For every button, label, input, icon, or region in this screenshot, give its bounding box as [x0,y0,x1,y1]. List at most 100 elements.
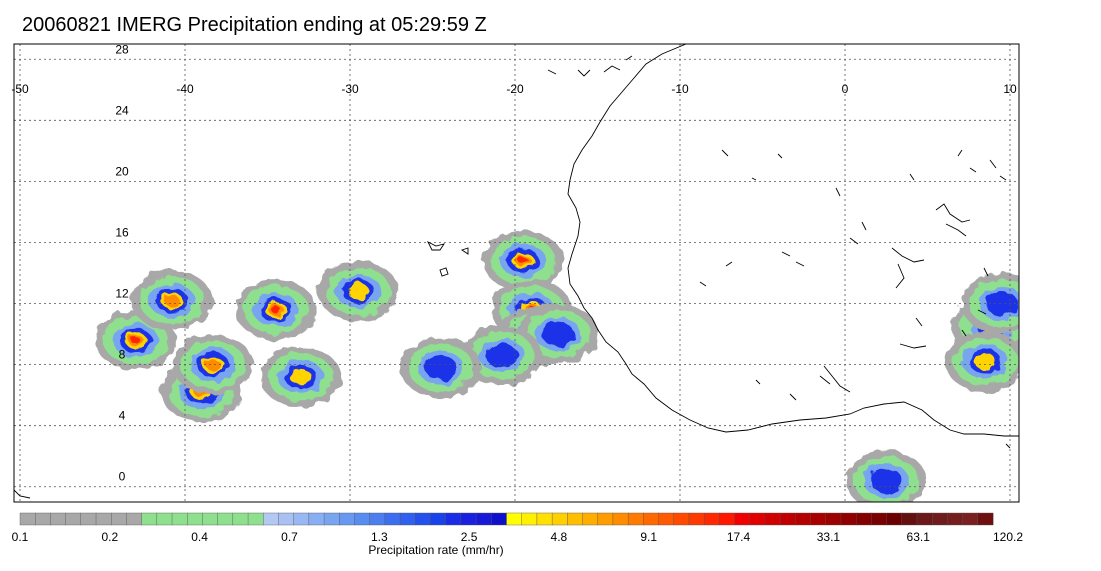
colorbar-swatch [415,512,431,526]
precip-cell [317,261,399,322]
colorbar-swatch [567,512,583,526]
precip-contour [347,283,370,300]
colorbar-swatch [840,512,857,526]
colorbar-swatch [202,512,219,526]
lon-tick-label: 0 [842,82,849,96]
map-title: 20060821 IMERG Precipitation ending at 0… [22,14,487,36]
inland-fragments [14,149,1011,499]
colorbar-swatch [673,512,690,526]
west-africa-coastline [567,44,1019,437]
precip-cell [260,346,341,407]
colorbar-swatch [947,512,963,526]
colorbar-swatch [232,512,249,526]
colorbar-swatch [719,512,735,526]
lat-tick-label: 24 [115,103,129,117]
precip-contour [289,368,312,385]
lat-tick-label: 16 [115,225,129,239]
longitude-tick-labels: -50 -40 -30 -20 -10 0 10 [11,82,1017,96]
colorbar-swatch [536,512,553,526]
colorbar-swatch [612,512,629,526]
colorbar-swatch [445,512,462,526]
colorbar-swatch [703,512,720,526]
colorbar-swatch [643,512,659,526]
colorbar-swatch [658,512,675,526]
colorbar-swatch [962,512,979,526]
colorbar-swatch [901,512,918,526]
river-lines-east [819,203,971,393]
precip-cell [400,337,482,398]
colorbar-swatch [749,512,766,526]
colorbar-tick-label: 0.2 [101,530,118,544]
colorbar-swatch [171,512,188,526]
colorbar-swatch [886,512,903,526]
colorbar-swatch [308,512,325,526]
colorbar-tick-labels: 0.1 0.2 0.4 0.7 1.3 2.5 4.8 9.1 17.4 33.1 63.1 120.… [12,530,1024,544]
colorbar-tick-label: 2.5 [461,530,478,544]
colorbar-swatch [582,512,599,526]
colorbar-swatch [354,512,371,526]
colorbar-swatch [916,512,933,526]
colorbar-swatch [855,512,872,526]
colorbar-swatch [825,512,842,526]
colorbar-swatch [187,512,203,526]
colorbar-swatch [810,512,827,526]
colorbar-swatch [764,512,781,526]
mediterranean-fragment [547,55,633,77]
colorbar-swatch [491,512,507,526]
colorbar-tick-label: 0.4 [191,530,208,544]
colorbar-swatch [521,512,538,526]
colorbar-swatch [95,512,112,526]
colorbar-swatch [35,512,51,526]
colorbar-swatch [65,512,82,526]
lake-fragment-3 [460,247,469,255]
lake-fragment-2 [439,267,449,277]
colorbar-swatch [734,512,751,526]
colorbar-tick-label: 0.1 [12,530,29,544]
colorbar-swatch [795,512,811,526]
colorbar-swatch [217,512,234,526]
coastline [14,44,1019,499]
colorbar-swatch [779,512,796,526]
colorbar-tick-label: 17.4 [727,530,751,544]
colorbar-swatch [339,512,355,526]
lat-tick-label: 28 [115,42,129,56]
colorbar-swatch [141,512,158,526]
precip-contour [164,294,180,306]
colorbar-swatch [111,512,127,526]
precip-contour [485,343,518,368]
colorbar-swatch [278,512,295,526]
lon-tick-label: -30 [341,82,359,96]
precip-cell [944,331,1019,392]
colorbar [19,512,994,526]
precip-cell [235,279,317,340]
colorbar-swatch [931,512,948,526]
colorbar-swatch [80,512,97,526]
colorbar-tick-label: 33.1 [817,530,841,544]
colorbar-swatch [688,512,705,526]
colorbar-tick-label: 120.2 [993,530,1023,544]
colorbar-swatch [506,512,523,526]
colorbar-swatch [156,512,173,526]
lat-tick-label: 20 [115,164,129,178]
precip-contour [541,322,575,347]
map-frame [13,43,1020,503]
precip-contour [205,359,221,371]
lon-tick-label: 10 [1003,82,1017,96]
colorbar-swatch [50,512,67,526]
colorbar-tick-label: 0.7 [281,530,298,544]
colorbar-swatch [551,512,568,526]
precip-contour [130,336,141,344]
colorbar-swatch [126,512,143,526]
colorbar-tick-label: 4.8 [551,530,568,544]
precip-cell [461,325,543,386]
lon-tick-label: -10 [671,82,689,96]
colorbar-swatch [323,512,340,526]
precip-cell [961,273,1019,334]
colorbar-label: Precipitation rate (mm/hr) [368,543,503,557]
precip-cell [131,270,213,331]
latitude-tick-labels: 28 24 20 16 12 8 4 0 [115,42,129,483]
colorbar-swatch [384,512,401,526]
lon-tick-label: -40 [176,82,194,96]
precip-contour [518,257,528,265]
